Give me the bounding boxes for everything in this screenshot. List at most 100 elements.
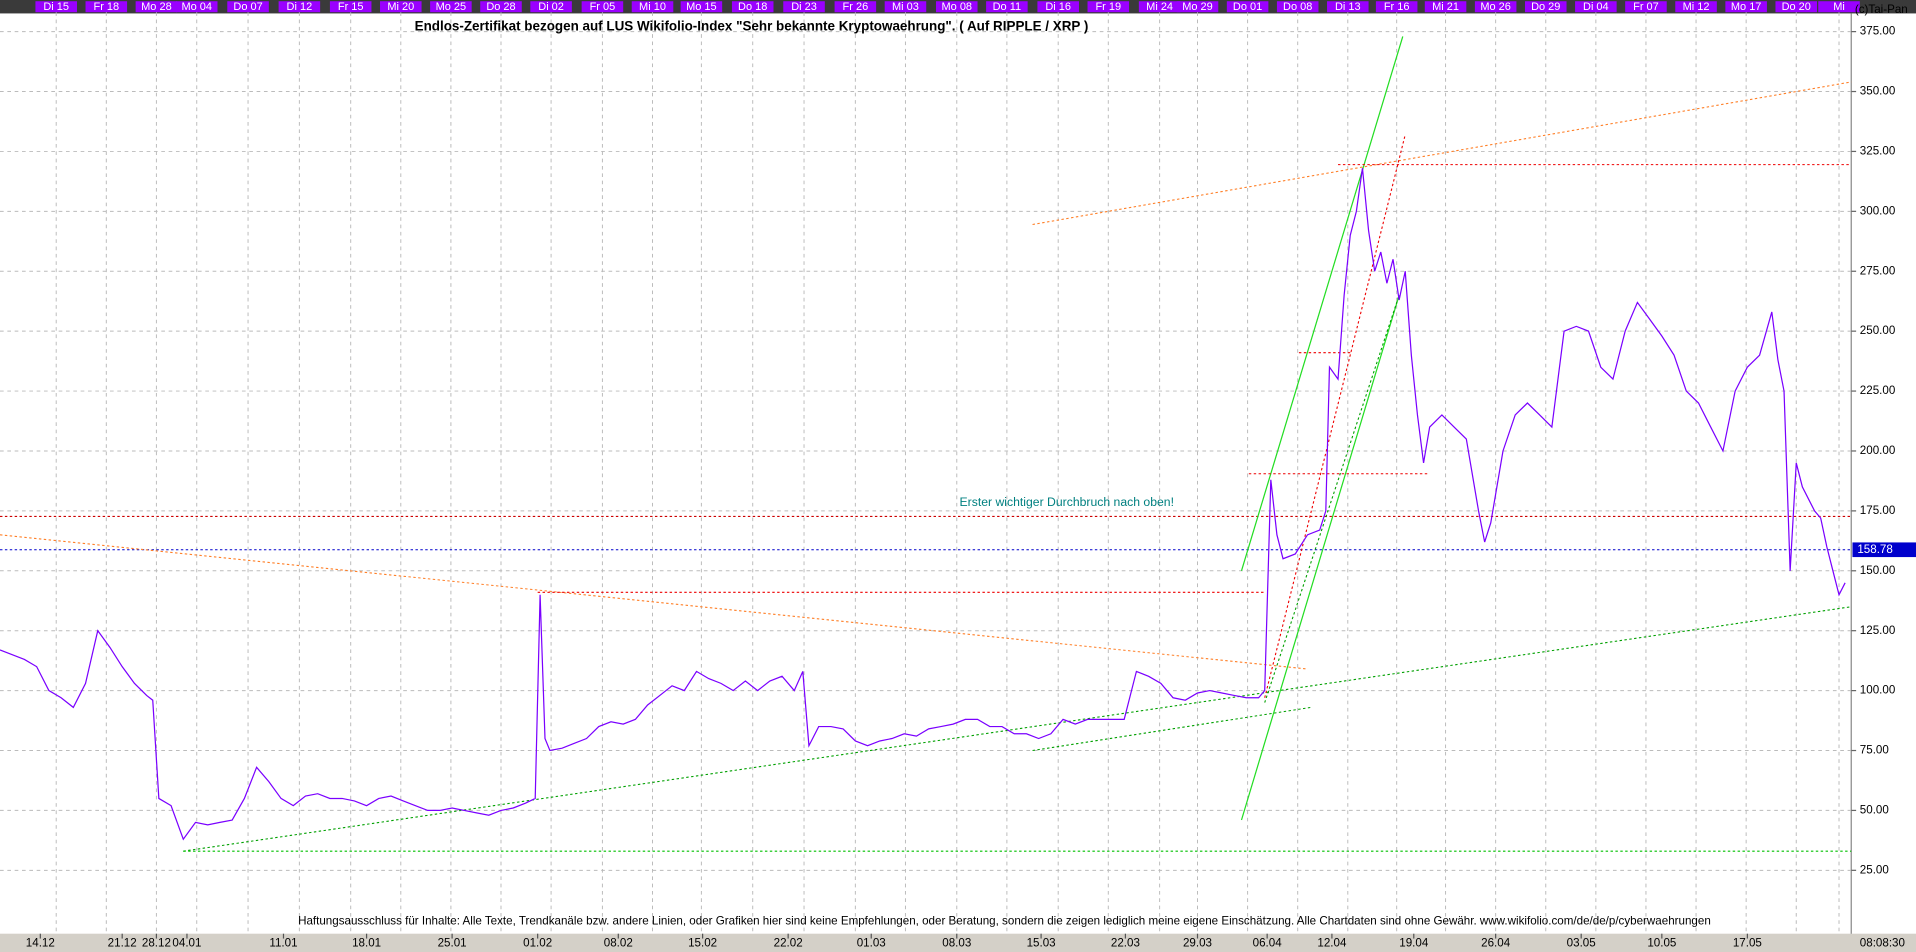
y-tick-label: 125.00 [1860,624,1895,637]
time: 08:08:30 [1860,937,1905,950]
day-label-box [35,1,77,13]
grid [0,12,1857,939]
x-tick-label: 01.03 [857,937,886,950]
day-label-box [1176,1,1219,13]
x2-tick-label: Mi 10 [639,1,666,13]
day-label-box [329,1,372,13]
day-label-box [227,1,269,13]
x-tick-label: 11.01 [269,937,297,950]
day-label-box [1725,1,1767,13]
day-label-box [278,1,321,13]
y-tick-label: 325.00 [1860,144,1895,157]
x2-tick-label: Di 12 [287,1,313,13]
day-label-box [135,1,178,13]
trendline [1264,295,1400,703]
x2-tick-label: Fr 16 [1384,1,1410,13]
day-label-box [1474,1,1517,13]
x-tick-label: 17.05 [1733,937,1762,950]
day-label-box [85,1,128,13]
day-label-box [1138,1,1181,13]
day-label-box [530,1,572,13]
y-tick-label: 150.00 [1860,564,1895,577]
x2-tick-label: Fr 05 [590,1,616,13]
day-label-box [1037,1,1079,13]
x2-tick-label: Do 08 [1283,1,1312,13]
x2-tick-label: Fr 07 [1633,1,1659,13]
x-tick-label: 25.01 [438,937,467,950]
x-tick-label: 10.05 [1647,937,1676,950]
day-label-box [175,1,218,13]
x2-tick-label: Do 28 [486,1,515,13]
y-tick-label: 225.00 [1860,384,1895,397]
day-label-box [480,1,522,13]
x2-tick-label: Do 20 [1782,1,1811,13]
x2-tick-label: Mo 25 [436,1,467,13]
trendline [1032,81,1852,226]
day-label-box [783,1,825,13]
x2-tick-label: Di 02 [538,1,564,13]
day-label-box [430,1,472,13]
x2-tick-label: Fr 15 [338,1,364,13]
x-tick-label: 12.04 [1317,937,1347,950]
x2-tick-label: Do 18 [738,1,767,13]
x2-tick-label: Mi 24 [1146,1,1173,13]
x2-tick-label: Di 04 [1583,1,1609,13]
day-label-box [986,1,1028,13]
x-tick-label: 15.03 [1027,937,1056,950]
x-tick-label: 26.04 [1481,937,1511,950]
day-label-box [581,1,624,13]
day-label-box [1818,1,1860,13]
x2-tick-label: Mo 17 [1731,1,1762,13]
x2-tick-label: Fr 26 [843,1,869,13]
x2-tick-label: Mo 04 [181,1,212,13]
y-tick-label: 375.00 [1860,25,1895,38]
x2-tick-label: Mi 03 [892,1,919,13]
x2-tick-label: Mi 21 [1432,1,1459,13]
price-box [1852,542,1916,558]
x2-tick-label: Do 11 [993,1,1022,13]
x-tick-label: 29.03 [1183,937,1212,950]
chart-title: Endlos-Zertifikat bezogen auf LUS Wikifo… [415,18,1089,33]
x2-tick-label: Mo 28 [141,1,172,13]
x2-tick-label: Mi [1833,1,1845,13]
y-tick-label: 350.00 [1860,85,1895,98]
x2-tick-label: Mo 08 [942,1,973,13]
trendline [1032,706,1312,752]
x2-tick-label: Do 01 [1233,1,1262,13]
x-tick-label: 22.02 [774,937,803,950]
day-label-box [1226,1,1269,13]
day-label-box [380,1,422,13]
x2-tick-label: Mo 15 [686,1,717,13]
day-label-box [1327,1,1369,13]
day-label-box [731,1,774,13]
day-label-box [1625,1,1667,13]
x2-tick-label: Mi 20 [387,1,414,13]
day-label-box [1524,1,1567,13]
x2-tick-label: Di 15 [43,1,69,13]
copyright: (c)Tai-Pan [1855,3,1908,16]
y-tick-label: 300.00 [1860,204,1895,217]
y-tick-label: 175.00 [1860,504,1895,517]
x2-tick-label: Fr 19 [1095,1,1121,13]
day-label-box [1775,1,1818,13]
day-label-box [1276,1,1319,13]
day-label-box [631,1,674,13]
x-tick-label: 21.12 [108,937,137,950]
disclaimer: Haftungsausschluss für Inhalte: Alle Tex… [298,915,1711,928]
y-tick-label: 25.00 [1860,863,1889,876]
x2-tick-label: Di 13 [1335,1,1361,13]
x2-tick-label: Mo 29 [1182,1,1213,13]
day-label-box [1087,1,1130,13]
x2-tick-label: Mi 12 [1683,1,1710,13]
x-tick-label: 19.04 [1399,937,1429,950]
day-label-box [1424,1,1467,13]
day-label-box [1675,1,1717,13]
y-tick-label: 50.00 [1860,803,1889,816]
day-label-box [1575,1,1617,13]
trendline [1240,36,1404,571]
x-tick-label: 06.04 [1253,937,1283,950]
day-label-box [936,1,978,13]
